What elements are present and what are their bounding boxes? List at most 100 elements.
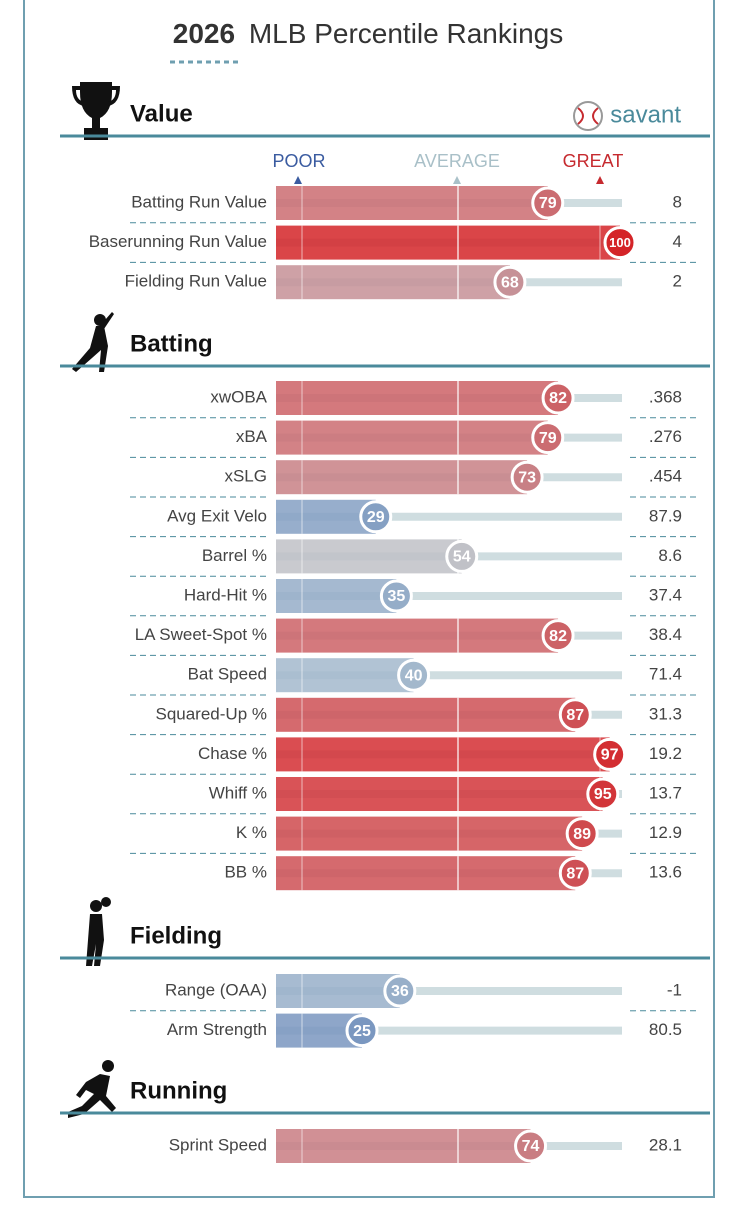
percentile-marker xyxy=(514,1129,548,1163)
bar xyxy=(276,816,583,851)
row-label: Hard-Hit % xyxy=(184,585,267,604)
row-label: Whiff % xyxy=(209,783,267,802)
runner-icon xyxy=(68,1060,116,1118)
fielder-icon xyxy=(86,897,111,966)
percentile-marker xyxy=(510,460,544,494)
bar xyxy=(276,420,548,455)
percentile-label: 79 xyxy=(539,195,557,212)
percentile-label: 87 xyxy=(566,707,584,724)
stat-value: 12.9 xyxy=(649,823,682,842)
row-label: Bat Speed xyxy=(188,665,267,684)
bar xyxy=(276,697,576,732)
logo-ball xyxy=(573,101,603,131)
trophy-icon xyxy=(72,82,120,140)
page-title: 2026 MLB Percentile Rankings xyxy=(173,18,563,49)
bar xyxy=(276,460,528,495)
stat-value: 28.1 xyxy=(649,1135,682,1154)
bar xyxy=(276,499,376,534)
stat-value: 31.3 xyxy=(649,704,682,723)
percentile-label: 79 xyxy=(539,430,557,447)
percentile-marker xyxy=(565,817,599,851)
percentile-marker xyxy=(493,265,527,299)
row-label: Fielding Run Value xyxy=(125,272,267,291)
stat-value: .368 xyxy=(649,387,682,406)
stat-value: 19.2 xyxy=(649,744,682,763)
bar xyxy=(276,737,610,772)
percentile-label: 35 xyxy=(388,588,406,605)
batter-icon xyxy=(72,312,114,372)
row-label: Avg Exit Velo xyxy=(167,506,267,525)
percentile-label: 97 xyxy=(601,747,619,764)
stat-value: .276 xyxy=(649,427,682,446)
section-title: Running xyxy=(130,1077,227,1104)
stat-value: 37.4 xyxy=(649,585,682,604)
percentile-label: 74 xyxy=(522,1138,540,1155)
logo-text: savant xyxy=(610,101,681,128)
bar xyxy=(276,658,414,693)
row-label: Baserunning Run Value xyxy=(89,232,267,251)
stat-value: 13.6 xyxy=(649,863,682,882)
row-label: Batting Run Value xyxy=(131,192,267,211)
stat-value: 71.4 xyxy=(649,665,682,684)
percentile-label: 87 xyxy=(566,865,584,882)
section-title: Fielding xyxy=(130,922,222,949)
percentile-marker xyxy=(558,856,592,890)
section-title: Value xyxy=(130,100,193,127)
row-label: Arm Strength xyxy=(167,1020,267,1039)
bar xyxy=(276,225,620,260)
stat-value: 2 xyxy=(673,272,682,291)
percentile-label: 54 xyxy=(453,549,471,566)
bar xyxy=(276,777,603,811)
percentile-marker xyxy=(586,777,620,811)
percentile-marker xyxy=(558,698,592,732)
percentile-label: 89 xyxy=(573,826,591,843)
stat-value: 13.7 xyxy=(649,783,682,802)
row-label: BB % xyxy=(224,863,267,882)
row-label: Barrel % xyxy=(202,546,267,565)
bar xyxy=(276,579,397,613)
arrow-average xyxy=(453,176,461,184)
arrow-poor xyxy=(294,176,302,184)
percentile-marker xyxy=(345,1014,379,1048)
percentile-marker xyxy=(445,539,479,573)
row-label: K % xyxy=(236,823,267,842)
row-label: xSLG xyxy=(224,467,267,486)
stat-value: 8 xyxy=(673,192,682,211)
row-label: xBA xyxy=(236,427,268,446)
percentile-marker xyxy=(603,226,637,260)
percentile-marker xyxy=(541,381,575,415)
percentile-label: 29 xyxy=(367,509,385,526)
stat-value: -1 xyxy=(667,980,682,999)
title-year: 2026 xyxy=(173,18,235,49)
stat-value: 4 xyxy=(673,232,682,251)
row-label: Chase % xyxy=(198,744,267,763)
row-label: Sprint Speed xyxy=(169,1135,267,1154)
percentile-label: 36 xyxy=(391,983,409,1000)
percentile-label: 95 xyxy=(594,786,612,803)
bar xyxy=(276,618,559,653)
percentile-label: 100 xyxy=(609,235,631,250)
arrow-great xyxy=(596,176,604,184)
percentile-marker xyxy=(593,737,627,771)
percentile-label: 25 xyxy=(353,1023,371,1040)
row-label: xwOBA xyxy=(210,387,267,406)
stat-value: 80.5 xyxy=(649,1020,682,1039)
percentile-marker xyxy=(383,974,417,1008)
percentile-label: 73 xyxy=(518,469,536,486)
scale-average: AVERAGE xyxy=(414,151,500,171)
percentile-marker xyxy=(531,186,565,220)
stat-value: 87.9 xyxy=(649,506,682,525)
row-label: Range (OAA) xyxy=(165,980,267,999)
percentile-marker xyxy=(397,658,431,692)
title-text: MLB Percentile Rankings xyxy=(249,18,563,49)
bar xyxy=(276,381,559,415)
section-title: Batting xyxy=(130,330,213,357)
stat-value: .454 xyxy=(649,467,682,486)
percentile-label: 82 xyxy=(549,390,567,407)
bar xyxy=(276,1129,531,1163)
percentile-label: 68 xyxy=(501,274,519,291)
logo-seams xyxy=(577,107,599,125)
stat-value: 8.6 xyxy=(658,546,682,565)
percentile-marker xyxy=(531,421,565,455)
